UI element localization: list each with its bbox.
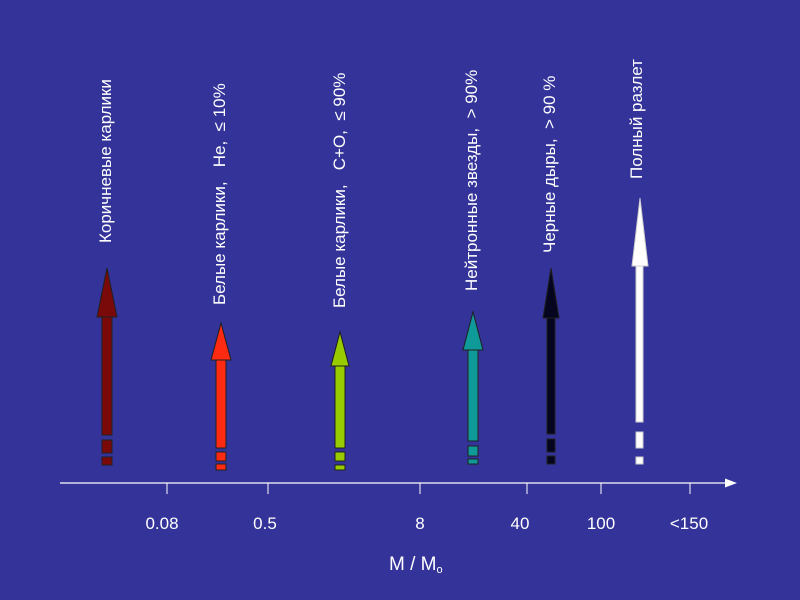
- arrow-shaft: [334, 365, 346, 449]
- arrow-segment: [215, 463, 227, 471]
- label-neutron-stars: Нейтронные звезды, > 90%: [462, 69, 481, 291]
- arrow-black-holes: [542, 267, 560, 465]
- arrow-segment: [546, 438, 556, 453]
- label-black-holes: Черные дыры, > 90 %: [540, 75, 559, 253]
- arrow-head: [210, 321, 232, 361]
- arrow-shaft: [215, 359, 227, 449]
- arrow-segment: [215, 451, 227, 462]
- arrow-shaft: [101, 316, 113, 436]
- axis-title: M / Mo: [389, 554, 443, 576]
- arrow-white-dwarfs-co: [330, 330, 350, 471]
- arrow-segment: [334, 464, 346, 471]
- axis-title-main: M / M: [389, 554, 437, 575]
- tick-label-8: 8: [415, 514, 425, 533]
- tick-label-40: 40: [510, 514, 530, 533]
- arrow-white-dwarfs-he: [210, 321, 232, 471]
- arrow-brown-dwarfs: [96, 267, 118, 466]
- arrow-segment: [101, 439, 113, 454]
- arrow-head: [542, 267, 560, 319]
- arrow-segment: [635, 456, 644, 465]
- arrow-head: [462, 310, 484, 351]
- label-white-dwarfs-he: Белые карлики, He, ≤ 10%: [210, 83, 229, 305]
- arrow-shaft: [546, 317, 556, 435]
- tick-label-150: <150: [669, 514, 709, 533]
- arrow-segment: [467, 445, 479, 457]
- arrow-shaft: [635, 265, 644, 423]
- arrow-segment: [546, 455, 556, 465]
- tick-label-100: 100: [586, 514, 616, 533]
- arrow-head: [96, 267, 118, 318]
- label-white-dwarfs-co: Белые карлики, C+O, ≤ 90%: [330, 72, 349, 308]
- arrow-segment: [101, 456, 113, 466]
- tick-label-0.08: 0.08: [145, 514, 179, 533]
- arrow-segment: [467, 458, 479, 465]
- arrow-shaft: [467, 349, 479, 442]
- label-brown-dwarfs: Коричневые карлики: [96, 79, 115, 243]
- mass-axis-arrowhead: [725, 478, 737, 488]
- arrow-segment: [334, 451, 346, 462]
- tick-label-0.5: 0.5: [253, 514, 277, 533]
- arrow-neutron-stars: [462, 310, 484, 465]
- arrow-head: [330, 330, 350, 367]
- axis-title-subscript: o: [436, 564, 443, 576]
- arrow-segment: [635, 431, 644, 449]
- arrow-full-disruption: [631, 197, 649, 465]
- label-full-disruption: Полный разлет: [627, 59, 646, 179]
- arrow-head: [631, 197, 649, 267]
